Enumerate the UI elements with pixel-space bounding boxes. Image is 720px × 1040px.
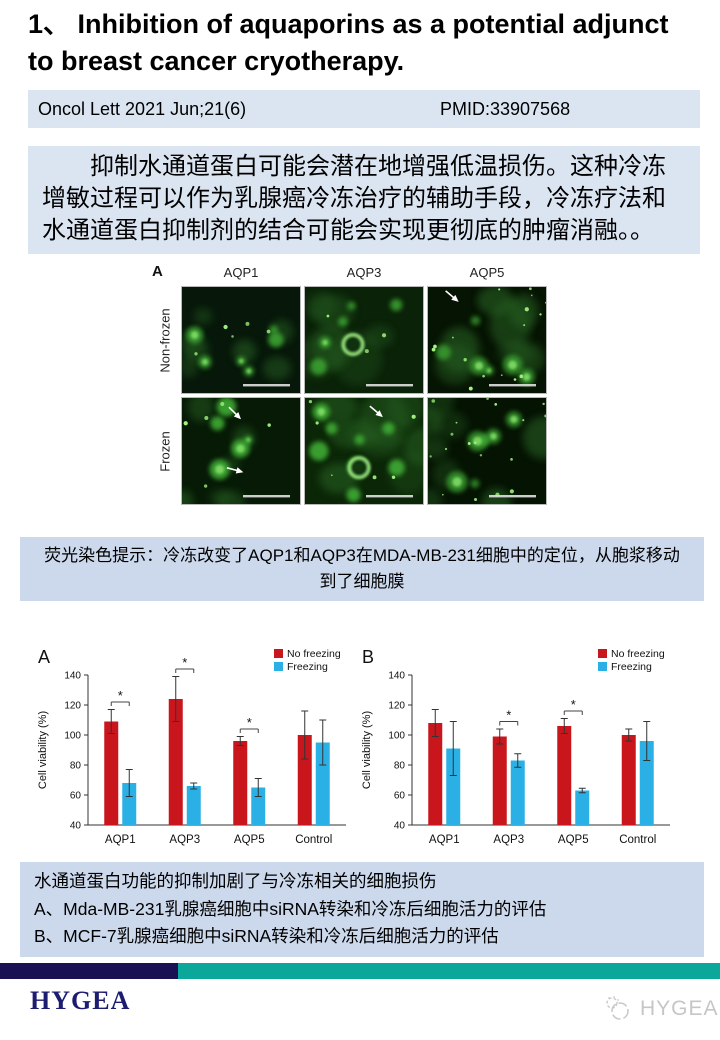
svg-text:AQP1: AQP1	[429, 834, 460, 846]
pmid-text: PMID:33907568	[440, 98, 571, 119]
fluorescence-caption: 荧光染色提示：冷冻改变了AQP1和AQP3在MDA-MB-231细胞中的定位，从…	[20, 537, 704, 601]
figure-column-aqp5: AQP5	[469, 265, 505, 280]
svg-text:Cell viability (%): Cell viability (%)	[37, 711, 49, 789]
svg-text:*: *	[571, 697, 576, 712]
svg-text:*: *	[247, 715, 252, 730]
svg-text:AQP5: AQP5	[234, 834, 265, 846]
svg-text:Cell viability (%): Cell viability (%)	[361, 711, 373, 789]
svg-text:100: 100	[64, 731, 81, 742]
svg-text:*: *	[506, 708, 511, 723]
footer-bar-teal-segment	[178, 963, 720, 979]
svg-text:Control: Control	[619, 834, 656, 846]
svg-text:*: *	[118, 688, 123, 703]
svg-text:*: *	[182, 655, 187, 670]
charts-caption: 水通道蛋白功能的抑制加剧了与冷冻相关的细胞损伤 A、Mda-MB-231乳腺癌细…	[20, 862, 704, 957]
micrograph-frozen-aqp1	[181, 397, 301, 505]
slide-title: 1、 Inhibition of aquaporins as a potenti…	[28, 9, 669, 76]
svg-text:40: 40	[70, 821, 82, 832]
hygea-logo-icon	[606, 996, 629, 1020]
micrograph-nonfrozen-aqp3	[304, 286, 424, 394]
charts-caption-line1: 水通道蛋白功能的抑制加剧了与冷冻相关的细胞损伤	[34, 871, 437, 891]
svg-text:AQP3: AQP3	[493, 834, 524, 846]
figure-column-aqp1: AQP1	[223, 265, 259, 280]
fluorescence-figure: A AQP1 AQP3 AQP5 Non-frozen Frozen	[152, 263, 547, 505]
svg-text:No freezing: No freezing	[287, 648, 341, 660]
svg-text:B: B	[362, 647, 374, 667]
micrograph-nonfrozen-aqp1	[181, 286, 301, 394]
micrograph-frozen-aqp5	[427, 397, 547, 505]
figure-panel-label: A	[152, 263, 163, 280]
charts-caption-line3: B、MCF-7乳腺癌细胞中siRNA转染和冷冻后细胞活力的评估	[34, 926, 499, 946]
journal-citation: Oncol Lett 2021 Jun;21(6)	[38, 98, 247, 119]
svg-text:120: 120	[64, 701, 81, 712]
svg-text:140: 140	[388, 671, 405, 682]
viability-chart-a: 40 60 80 100 120 140 Cell viability (%) A No fre…	[37, 647, 346, 846]
viability-chart-b: 40 60 80 100 120 140 Cell viability (%) B No fre…	[361, 647, 670, 846]
micrograph-nonfrozen-aqp5	[427, 286, 547, 394]
svg-text:40: 40	[394, 821, 406, 832]
abstract-text: 抑制水通道蛋白可能会潜在地增强低温损伤。这种冷冻增敏过程可以作为乳腺癌冷冻治疗的…	[28, 146, 700, 254]
figure-row-nonfrozen: Non-frozen	[157, 307, 173, 373]
svg-text:A: A	[38, 647, 50, 667]
svg-text:AQP5: AQP5	[558, 834, 589, 846]
figure-column-aqp3: AQP3	[346, 265, 382, 280]
svg-text:80: 80	[70, 761, 82, 772]
svg-text:60: 60	[70, 791, 82, 802]
svg-text:80: 80	[394, 761, 406, 772]
hygea-watermark: HYGEA	[602, 994, 719, 1024]
hygea-brand-logo: HYGEA	[30, 986, 131, 1015]
svg-text:100: 100	[388, 731, 405, 742]
svg-text:60: 60	[394, 791, 406, 802]
svg-text:Freezing: Freezing	[611, 661, 652, 673]
svg-text:AQP1: AQP1	[105, 834, 136, 846]
svg-text:120: 120	[388, 701, 405, 712]
charts-caption-line2: A、Mda-MB-231乳腺癌细胞中siRNA转染和冷冻后细胞活力的评估	[34, 898, 547, 919]
svg-text:AQP3: AQP3	[169, 834, 200, 846]
footer-bar-navy-segment	[0, 963, 178, 979]
figure-row-frozen: Frozen	[157, 430, 173, 472]
footer-divider-bar	[0, 963, 720, 979]
svg-text:Control: Control	[295, 834, 332, 846]
hygea-watermark-text: HYGEA	[640, 997, 719, 1020]
journal-banner: Oncol Lett 2021 Jun;21(6) PMID:33907568	[28, 90, 700, 128]
svg-text:Freezing: Freezing	[287, 661, 328, 673]
svg-text:140: 140	[64, 671, 81, 682]
svg-text:No freezing: No freezing	[611, 648, 665, 660]
micrograph-frozen-aqp3	[304, 397, 424, 505]
